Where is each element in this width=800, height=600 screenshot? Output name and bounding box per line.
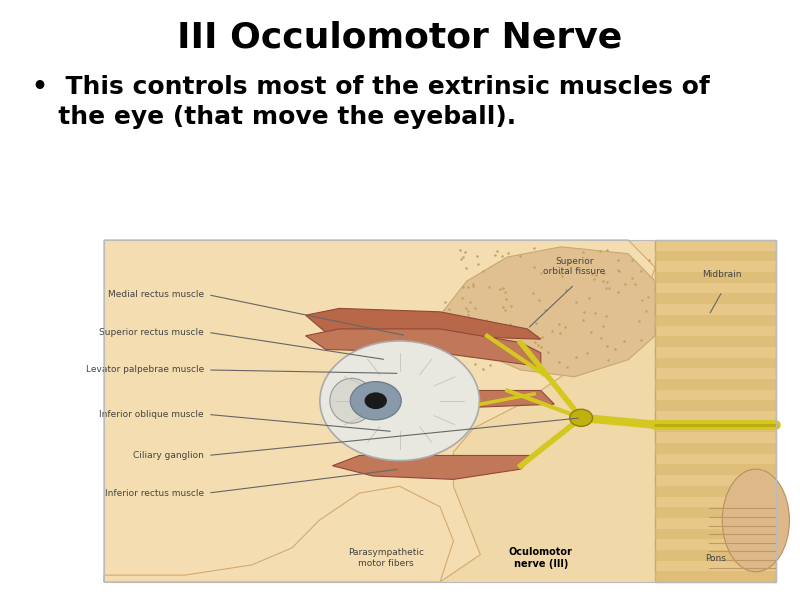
Polygon shape xyxy=(104,240,655,582)
Polygon shape xyxy=(306,308,541,339)
Polygon shape xyxy=(454,391,554,407)
Polygon shape xyxy=(440,247,655,377)
Bar xyxy=(655,293,776,304)
Polygon shape xyxy=(333,455,534,479)
Bar xyxy=(104,240,776,582)
Bar xyxy=(655,550,776,560)
Bar xyxy=(655,507,776,518)
Bar xyxy=(655,400,776,411)
Bar xyxy=(655,315,776,325)
Circle shape xyxy=(365,392,387,409)
Bar xyxy=(655,443,776,454)
Text: •  This controls most of the extrinsic muscles of: • This controls most of the extrinsic mu… xyxy=(32,75,710,99)
Polygon shape xyxy=(306,329,541,367)
Text: the eye (that move the eyeball).: the eye (that move the eyeball). xyxy=(32,105,516,129)
Text: Parasympathetic
motor fibers: Parasympathetic motor fibers xyxy=(348,548,424,568)
Bar xyxy=(655,486,776,497)
Bar xyxy=(655,464,776,475)
Bar xyxy=(655,336,776,347)
Bar xyxy=(104,240,776,582)
Polygon shape xyxy=(333,421,440,452)
Bar xyxy=(655,529,776,539)
Ellipse shape xyxy=(722,469,790,572)
Ellipse shape xyxy=(330,378,374,423)
Polygon shape xyxy=(104,486,454,582)
Text: III Occulomotor Nerve: III Occulomotor Nerve xyxy=(178,21,622,55)
Bar xyxy=(655,358,776,368)
Text: Superior rectus muscle: Superior rectus muscle xyxy=(99,328,204,337)
Text: Oculomotor
nerve (III): Oculomotor nerve (III) xyxy=(509,547,573,569)
Text: Superior
orbital fissure: Superior orbital fissure xyxy=(543,257,606,277)
Circle shape xyxy=(320,341,479,461)
Text: Pons: Pons xyxy=(705,554,726,563)
Text: Inferior rectus muscle: Inferior rectus muscle xyxy=(105,488,204,497)
Bar xyxy=(655,379,776,389)
Bar xyxy=(655,422,776,433)
Circle shape xyxy=(570,409,593,427)
Text: Levator palpebrae muscle: Levator palpebrae muscle xyxy=(86,365,204,374)
Bar xyxy=(655,272,776,283)
Text: Ciliary ganglion: Ciliary ganglion xyxy=(133,451,204,460)
Bar xyxy=(655,251,776,262)
Bar xyxy=(655,571,776,582)
Circle shape xyxy=(350,382,402,420)
Text: Midbrain: Midbrain xyxy=(702,269,742,278)
Polygon shape xyxy=(655,240,776,582)
Text: Inferior oblique muscle: Inferior oblique muscle xyxy=(99,410,204,419)
Text: Medial rectus muscle: Medial rectus muscle xyxy=(108,290,204,299)
